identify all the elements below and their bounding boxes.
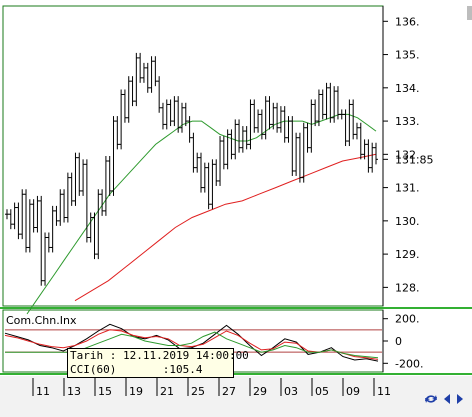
price-tick-label: 133. bbox=[395, 115, 420, 128]
date-tick-label: 19 bbox=[129, 385, 143, 398]
moving-average-green bbox=[26, 113, 377, 315]
moving-average-line bbox=[74, 153, 377, 302]
scroll-left-icon[interactable] bbox=[441, 390, 453, 408]
date-tick-label: 09 bbox=[346, 385, 360, 398]
price-tick-label: 134. bbox=[395, 82, 420, 95]
indicator-axis: 200. 0 -200. bbox=[383, 313, 423, 370]
date-tick-label: 05 bbox=[315, 385, 329, 398]
date-tick-label: 15 bbox=[98, 385, 112, 398]
price-axis: 136. 135. 134. 133. 132.131.85 131. 130. 129. 12… bbox=[383, 15, 434, 294]
indicator-tick-label: -200. bbox=[395, 357, 423, 370]
price-tick-label: 132. bbox=[395, 148, 420, 161]
date-tick-label: 03 bbox=[284, 385, 298, 398]
date-tick-label: 25 bbox=[191, 385, 205, 398]
indicator-tick-label: 200. bbox=[395, 313, 420, 326]
price-tick-label: 129. bbox=[395, 248, 420, 261]
price-tick-label: 128. bbox=[395, 281, 420, 294]
price-tick-label: 131. bbox=[395, 182, 420, 195]
price-bars bbox=[5, 52, 378, 286]
price-tick-label: 136. bbox=[395, 15, 420, 28]
scroll-corner[interactable] bbox=[467, 6, 472, 20]
tooltip-date: Tarih : 12.11.2019 14:00:00 bbox=[70, 349, 249, 362]
cursor-tooltip: Tarih : 12.11.2019 14:00:00 CCI(60) :105… bbox=[67, 348, 249, 378]
date-tick-label: 21 bbox=[160, 385, 174, 398]
scroll-right-icon[interactable] bbox=[454, 390, 466, 408]
moving-average-red bbox=[74, 153, 377, 302]
indicator-tick-label: 0 bbox=[395, 335, 402, 348]
date-tick-label: 13 bbox=[67, 385, 81, 398]
price-tick-label: 135. bbox=[395, 49, 420, 62]
tooltip-value: CCI(60) :105.4 bbox=[70, 363, 203, 376]
sync-icon[interactable] bbox=[423, 390, 439, 408]
indicator-title: Com.Chn.Inx bbox=[6, 314, 77, 327]
last-price-label: 131.85 bbox=[395, 153, 434, 166]
moving-average-line bbox=[26, 113, 377, 315]
date-axis: 11 13 15 19 21 25 27 29 03 05 09 11 bbox=[32, 378, 391, 398]
date-tick-label: 11 bbox=[36, 385, 50, 398]
date-tick-label: 11 bbox=[377, 385, 391, 398]
date-tick-label: 29 bbox=[253, 385, 267, 398]
date-tick-label: 27 bbox=[222, 385, 236, 398]
price-tick-label: 130. bbox=[395, 215, 420, 228]
